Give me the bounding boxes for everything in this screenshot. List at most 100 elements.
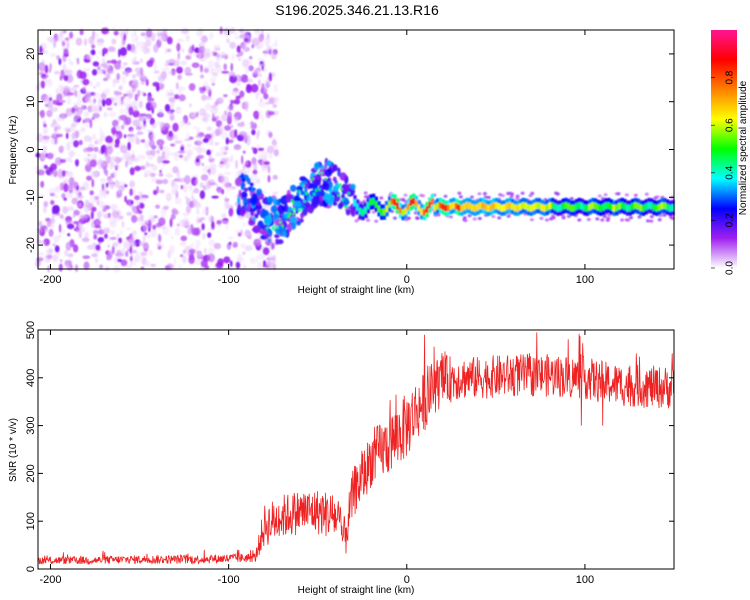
carrier-band-core (380, 208, 384, 216)
noise-cell (114, 179, 120, 188)
noise-cell (156, 186, 160, 194)
noise-cell (145, 161, 150, 167)
noise-cell (102, 47, 108, 55)
noise-cell (64, 85, 70, 93)
noise-cell (222, 213, 227, 217)
noise-cell (97, 193, 103, 199)
noise-cell (193, 187, 200, 194)
noise-cell (182, 118, 186, 127)
noise-cell (125, 69, 134, 73)
noise-cell (62, 63, 67, 71)
transition-blob (336, 167, 341, 172)
noise-cell (159, 189, 165, 194)
noise-cell (254, 67, 261, 74)
noise-cell (88, 36, 95, 45)
noise-cell (117, 156, 123, 162)
noise-cell (232, 241, 238, 248)
noise-cell (272, 174, 278, 180)
noise-cell (59, 214, 64, 219)
transition-blob (334, 192, 341, 203)
noise-cell (204, 265, 210, 270)
noise-cell (231, 53, 235, 61)
noise-cell (58, 263, 63, 272)
noise-cell (93, 32, 99, 39)
carrier-halo (624, 193, 629, 197)
carrier-band-core (628, 204, 632, 212)
noise-cell (195, 216, 201, 225)
noise-cell (66, 97, 72, 105)
noise-cell (106, 107, 113, 111)
noise-cell (180, 185, 184, 190)
noise-cell (183, 155, 189, 162)
noise-cell (230, 99, 235, 105)
noise-cell (219, 146, 228, 153)
carrier-halo (549, 217, 554, 221)
carrier-halo (379, 196, 384, 200)
noise-cell (263, 49, 268, 58)
carrier-band-core (390, 197, 394, 205)
noise-cell (111, 133, 119, 140)
carrier-band-core (513, 204, 517, 212)
snr-ytick-label: 0 (25, 566, 37, 572)
noise-cell (97, 50, 103, 55)
transition-blob (307, 183, 315, 189)
noise-cell (144, 140, 151, 149)
noise-cell (58, 234, 62, 238)
noise-cell (258, 253, 266, 261)
carrier-band-core (430, 198, 435, 205)
carrier-band-core (636, 202, 640, 210)
noise-cell (153, 189, 158, 195)
noise-cell (72, 189, 80, 194)
noise-cell (111, 38, 117, 45)
noise-cell (44, 103, 49, 107)
noise-cell (132, 49, 138, 55)
carrier-band-core (647, 202, 651, 209)
transition-blob (282, 227, 287, 233)
noise-cell (190, 242, 194, 248)
noise-cell (48, 228, 54, 237)
noise-cell (212, 104, 219, 111)
noise-cell (78, 202, 82, 208)
noise-cell (256, 45, 261, 50)
noise-cell (119, 114, 128, 121)
carrier-band-core (396, 202, 400, 210)
transition-blob (250, 186, 254, 193)
noise-cell (178, 264, 182, 269)
noise-cell (101, 27, 110, 35)
noise-cell (81, 237, 90, 243)
noise-cell (178, 89, 182, 96)
transition-blob (246, 204, 251, 211)
noise-cell (60, 69, 65, 79)
noise-cell (195, 158, 200, 163)
noise-cell (196, 154, 205, 159)
noise-cell (183, 184, 188, 193)
noise-cell (82, 255, 91, 259)
noise-cell (180, 254, 184, 258)
transition-core (288, 212, 292, 216)
noise-cell (240, 243, 246, 249)
noise-cell (60, 113, 66, 121)
noise-cell (146, 234, 152, 239)
noise-cell (125, 72, 130, 77)
noise-cell (71, 86, 77, 92)
noise-cell (249, 56, 253, 60)
noise-cell (187, 184, 193, 189)
carrier-band-core (356, 203, 360, 211)
noise-cell (206, 126, 213, 131)
noise-cell (191, 194, 194, 200)
noise-cell (83, 213, 90, 218)
noise-cell (139, 45, 147, 52)
noise-cell (196, 208, 200, 215)
noise-cell (174, 140, 183, 144)
colorbar-tick-label: 0.6 (725, 118, 736, 132)
noise-cell (247, 34, 253, 44)
noise-cell (251, 129, 256, 136)
noise-cell (73, 102, 79, 109)
noise-cell (262, 190, 267, 194)
noise-cell (58, 223, 62, 233)
noise-cell (84, 163, 92, 173)
noise-cell (251, 44, 255, 49)
carrier-band-core (540, 204, 544, 211)
noise-cell (178, 86, 186, 91)
noise-cell (208, 228, 213, 231)
